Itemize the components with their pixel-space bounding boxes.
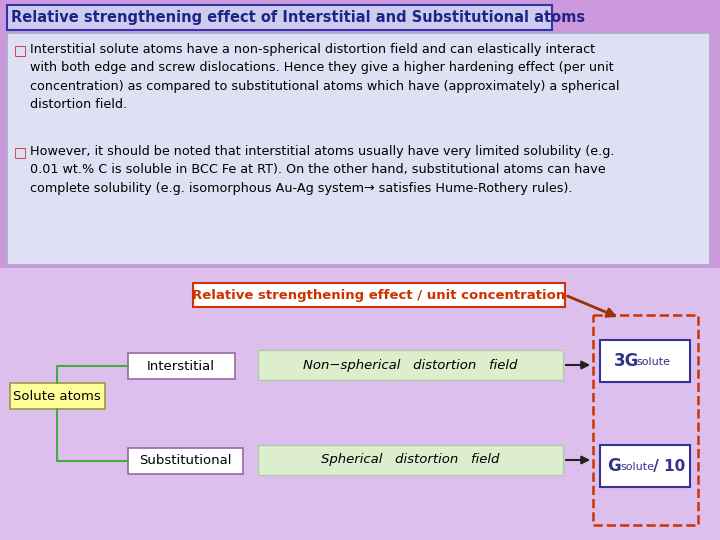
Text: □: □ — [14, 43, 27, 57]
FancyBboxPatch shape — [193, 283, 565, 307]
Text: / 10: / 10 — [648, 458, 685, 474]
FancyBboxPatch shape — [128, 353, 235, 379]
FancyBboxPatch shape — [258, 445, 563, 475]
Text: Relative strengthening effect of Interstitial and Substitutional atoms: Relative strengthening effect of Interst… — [11, 10, 585, 25]
Text: 3G: 3G — [614, 352, 639, 370]
Text: Solute atoms: Solute atoms — [13, 389, 101, 402]
Text: Relative strengthening effect / unit concentration: Relative strengthening effect / unit con… — [192, 288, 566, 301]
Text: G: G — [607, 457, 621, 475]
Text: Substitutional: Substitutional — [139, 455, 231, 468]
FancyBboxPatch shape — [0, 268, 720, 540]
FancyBboxPatch shape — [10, 383, 105, 409]
Text: Non−spherical   distortion   field: Non−spherical distortion field — [303, 359, 517, 372]
Text: □: □ — [14, 145, 27, 159]
FancyBboxPatch shape — [7, 5, 552, 30]
FancyBboxPatch shape — [600, 445, 690, 487]
Text: However, it should be noted that interstitial atoms usually have very limited so: However, it should be noted that interst… — [30, 145, 614, 195]
FancyBboxPatch shape — [7, 33, 710, 265]
Text: solute: solute — [636, 357, 670, 367]
FancyBboxPatch shape — [128, 448, 243, 474]
Text: Interstitial: Interstitial — [147, 360, 215, 373]
Text: Interstitial solute atoms have a non-spherical distortion field and can elastica: Interstitial solute atoms have a non-sph… — [30, 43, 619, 111]
FancyBboxPatch shape — [258, 350, 563, 380]
Text: solute: solute — [620, 462, 654, 472]
Text: Spherical   distortion   field: Spherical distortion field — [321, 454, 499, 467]
FancyBboxPatch shape — [600, 340, 690, 382]
